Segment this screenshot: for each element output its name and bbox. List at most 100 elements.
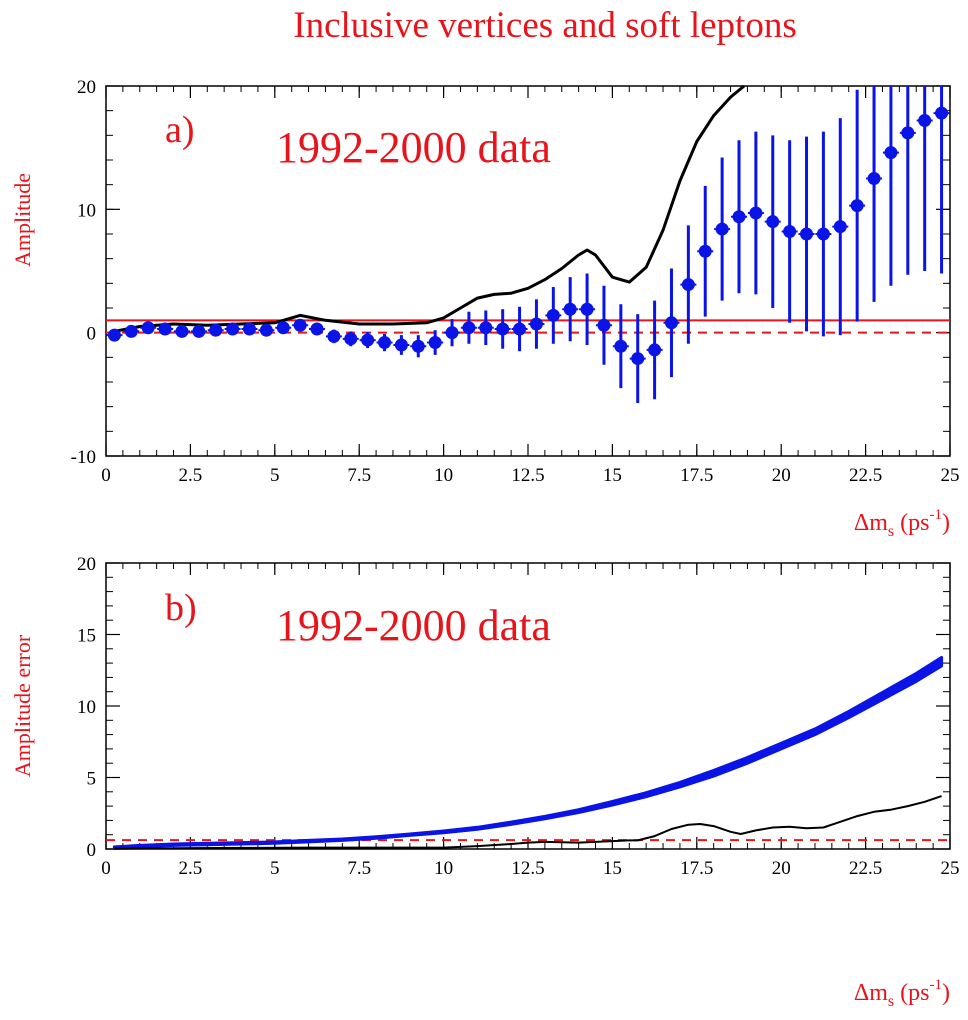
data-point <box>344 332 358 346</box>
data-point <box>580 302 594 316</box>
data-point <box>529 317 543 331</box>
data-point <box>563 302 577 316</box>
data-point <box>411 339 425 353</box>
data-point <box>833 220 847 234</box>
panel-b-xlabel-sub: s <box>888 993 894 1010</box>
data-point <box>242 322 256 336</box>
y-tick-label: 5 <box>87 769 97 790</box>
data-point <box>175 324 189 338</box>
sensitivity-curve <box>114 84 746 333</box>
data-point <box>732 210 746 224</box>
data-point <box>141 321 155 335</box>
x-tick-label: 7.5 <box>347 858 371 879</box>
x-tick-label: 20 <box>772 465 791 486</box>
panel-a-xlabel: Δms (ps-1) <box>854 507 950 540</box>
x-tick-label: 10 <box>434 465 453 486</box>
data-point <box>361 333 375 347</box>
data-point <box>209 323 223 337</box>
panel-a-xlabel-sup: -1 <box>930 507 943 523</box>
panel-a-xlabel-close: ) <box>942 510 950 536</box>
x-tick-label: 2.5 <box>179 465 203 486</box>
panel-a-xlabel-unit: (ps <box>894 510 929 536</box>
data-point <box>327 329 341 343</box>
data-point <box>496 322 510 336</box>
x-tick-label: 22.5 <box>849 465 882 486</box>
data-point <box>293 318 307 332</box>
x-tick-label: 17.5 <box>680 858 713 879</box>
panel-a-subtitle: 1992-2000 data <box>276 123 551 172</box>
data-point <box>800 227 814 241</box>
x-tick-label: 2.5 <box>179 858 203 879</box>
data-point <box>631 352 645 366</box>
data-point <box>614 339 628 353</box>
data-point <box>935 106 949 120</box>
panel-a-xlabel-sub: s <box>888 523 894 540</box>
data-point <box>681 278 695 292</box>
panel-b-subtitle: 1992-2000 data <box>276 601 551 650</box>
data-point <box>462 321 476 335</box>
panel-b-xlabel-close: ) <box>942 980 950 1006</box>
panel-b-band <box>112 655 944 850</box>
panel-a-reference-lines <box>106 319 950 334</box>
data-point <box>918 114 932 128</box>
x-tick-label: 7.5 <box>347 465 371 486</box>
panel-b-ylabel: Amplitude error <box>10 634 35 777</box>
data-point <box>867 172 881 185</box>
data-point <box>816 227 830 241</box>
x-tick-label: 0 <box>101 858 111 879</box>
y-tick-label: 15 <box>77 626 96 647</box>
data-point <box>715 222 729 236</box>
data-point <box>901 126 915 140</box>
error-band <box>112 655 944 850</box>
data-point <box>766 215 780 229</box>
panel-a-curve <box>114 84 746 333</box>
panel-b-xlabel: Δms (ps-1) <box>854 977 950 1010</box>
data-point <box>479 321 493 335</box>
data-point <box>783 225 797 239</box>
y-tick-label: 20 <box>77 77 96 98</box>
panel-b-xlabel-unit: (ps <box>894 980 929 1006</box>
panel-a-ylabel: Amplitude <box>10 173 35 267</box>
x-tick-label: 20 <box>772 858 791 879</box>
sensitivity-curve <box>114 795 942 850</box>
data-point <box>428 336 442 350</box>
y-tick-label: 0 <box>87 840 97 861</box>
data-point <box>546 308 560 322</box>
data-point <box>378 336 392 350</box>
x-tick-label: 17.5 <box>680 465 713 486</box>
panel-a-label: a) <box>165 109 195 151</box>
panel-b-xlabel-main: Δm <box>854 980 888 1006</box>
data-point <box>884 146 898 160</box>
x-tick-label: 25 <box>941 858 960 879</box>
y-tick-label: 10 <box>77 200 96 221</box>
panel-b-curve <box>114 795 942 850</box>
data-point <box>394 338 408 352</box>
data-point <box>124 324 138 338</box>
x-tick-label: 12.5 <box>511 858 544 879</box>
data-point <box>749 206 763 220</box>
x-tick-label: 0 <box>101 465 111 486</box>
x-tick-label: 15 <box>603 465 622 486</box>
panel-b-xlabel-sup: -1 <box>930 977 943 993</box>
data-point <box>698 244 712 258</box>
data-point <box>850 199 864 213</box>
data-point <box>107 328 121 342</box>
data-point <box>597 318 611 332</box>
panel-a-points <box>106 86 950 403</box>
x-tick-label: 5 <box>270 858 280 879</box>
y-tick-label: -10 <box>71 447 96 468</box>
page-title: Inclusive vertices and soft leptons <box>293 5 796 46</box>
data-point <box>310 322 324 336</box>
data-point <box>648 343 662 357</box>
x-tick-label: 25 <box>941 465 960 486</box>
data-point <box>276 321 290 335</box>
y-tick-label: 0 <box>87 324 97 345</box>
data-point <box>664 316 678 330</box>
data-point <box>158 322 172 336</box>
x-tick-label: 12.5 <box>511 465 544 486</box>
x-tick-label: 10 <box>434 858 453 879</box>
y-tick-label: 10 <box>77 697 96 718</box>
data-point <box>259 323 273 337</box>
data-point <box>226 322 240 336</box>
